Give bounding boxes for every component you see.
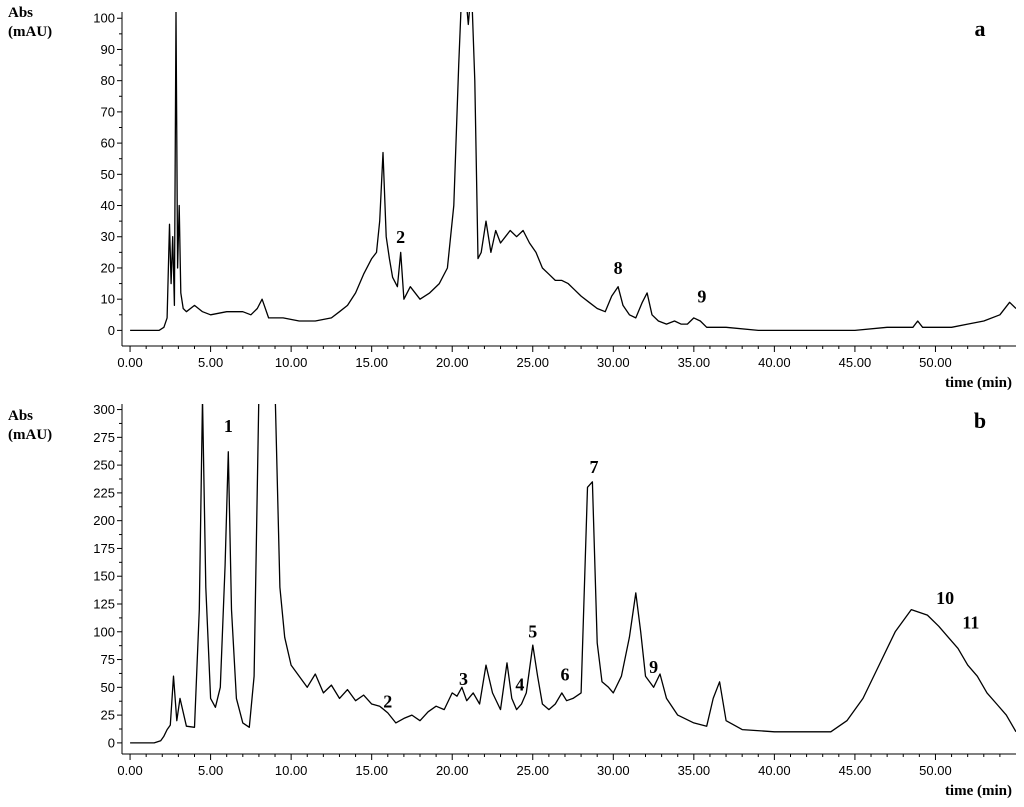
y-tick-label: 100 xyxy=(93,11,115,26)
peak-label: 9 xyxy=(697,286,706,306)
peak-label: 11 xyxy=(962,612,979,632)
peak-label: 6 xyxy=(560,665,569,685)
x-tick-label: 5.00 xyxy=(198,355,223,370)
y-tick-label: 40 xyxy=(101,198,115,213)
y-tick-label: 0 xyxy=(108,735,115,750)
y-tick-label: 300 xyxy=(93,402,115,417)
peak-label: 2 xyxy=(396,227,405,247)
x-tick-label: 30.00 xyxy=(597,763,630,778)
y-tick-label: 200 xyxy=(93,513,115,528)
chromatogram-trace xyxy=(130,404,1016,744)
x-tick-label: 35.00 xyxy=(678,355,711,370)
x-tick-label: 5.00 xyxy=(198,763,223,778)
x-tick-label: 35.00 xyxy=(678,763,711,778)
y-axis-label: Abs xyxy=(8,408,33,424)
y-tick-label: 70 xyxy=(101,104,115,119)
x-tick-label: 30.00 xyxy=(597,355,630,370)
y-axis-unit-label: (mAU) xyxy=(8,24,52,40)
y-tick-label: 100 xyxy=(93,624,115,639)
peak-label: 2 xyxy=(383,691,392,711)
chromatogram-trace xyxy=(130,12,1016,332)
peak-label: 7 xyxy=(589,457,598,477)
y-tick-label: 225 xyxy=(93,485,115,500)
panel-letter-label: a xyxy=(975,16,986,41)
x-axis-label: time (min) xyxy=(945,783,1012,799)
peak-label: 9 xyxy=(649,657,658,677)
y-tick-label: 275 xyxy=(93,430,115,445)
x-axis-label: time (min) xyxy=(945,375,1012,391)
x-tick-label: 45.00 xyxy=(839,355,872,370)
x-tick-label: 10.00 xyxy=(275,355,308,370)
y-tick-label: 10 xyxy=(101,292,115,307)
y-tick-label: 50 xyxy=(101,167,115,182)
y-tick-label: 250 xyxy=(93,458,115,473)
x-tick-label: 25.00 xyxy=(516,355,549,370)
y-tick-label: 80 xyxy=(101,73,115,88)
chart-panel-a: 0.00 5.00 10.00 15.00 20.00 25.00 30.00 35.00 40… xyxy=(8,5,1016,391)
x-tick-label: 20.00 xyxy=(436,355,469,370)
y-tick-label: 90 xyxy=(101,42,115,57)
x-tick-label: 40.00 xyxy=(758,763,791,778)
peak-label: 10 xyxy=(936,588,954,608)
x-tick-label: 50.00 xyxy=(919,763,952,778)
y-tick-label: 75 xyxy=(101,652,115,667)
y-axis-unit-label: (mAU) xyxy=(8,427,52,443)
peak-label: 1 xyxy=(224,416,233,436)
peak-label: 5 xyxy=(528,621,537,641)
chart-panel-b: 0.00 5.00 10.00 15.00 20.00 25.00 30.00 35.00 40… xyxy=(8,402,1016,799)
x-tick-label: 25.00 xyxy=(516,763,549,778)
y-tick-label: 50 xyxy=(101,680,115,695)
y-tick-label: 25 xyxy=(101,708,115,723)
peak-label: 4 xyxy=(515,675,524,695)
x-tick-label: 50.00 xyxy=(919,355,952,370)
y-tick-label: 0 xyxy=(108,323,115,338)
y-tick-label: 150 xyxy=(93,569,115,584)
x-tick-label: 0.00 xyxy=(117,355,142,370)
y-tick-label: 30 xyxy=(101,229,115,244)
x-tick-label: 45.00 xyxy=(839,763,872,778)
y-tick-label: 60 xyxy=(101,136,115,151)
x-tick-label: 10.00 xyxy=(275,763,308,778)
x-tick-label: 20.00 xyxy=(436,763,469,778)
x-tick-label: 15.00 xyxy=(355,763,388,778)
peak-label: 8 xyxy=(614,258,623,278)
peak-label: 3 xyxy=(459,669,468,689)
x-tick-label: 0.00 xyxy=(117,763,142,778)
x-tick-label: 15.00 xyxy=(355,355,388,370)
y-tick-label: 20 xyxy=(101,260,115,275)
y-axis-label: Abs xyxy=(8,5,33,21)
y-tick-label: 125 xyxy=(93,597,115,612)
y-tick-label: 175 xyxy=(93,541,115,556)
panel-letter-label: b xyxy=(974,408,986,433)
x-tick-label: 40.00 xyxy=(758,355,791,370)
